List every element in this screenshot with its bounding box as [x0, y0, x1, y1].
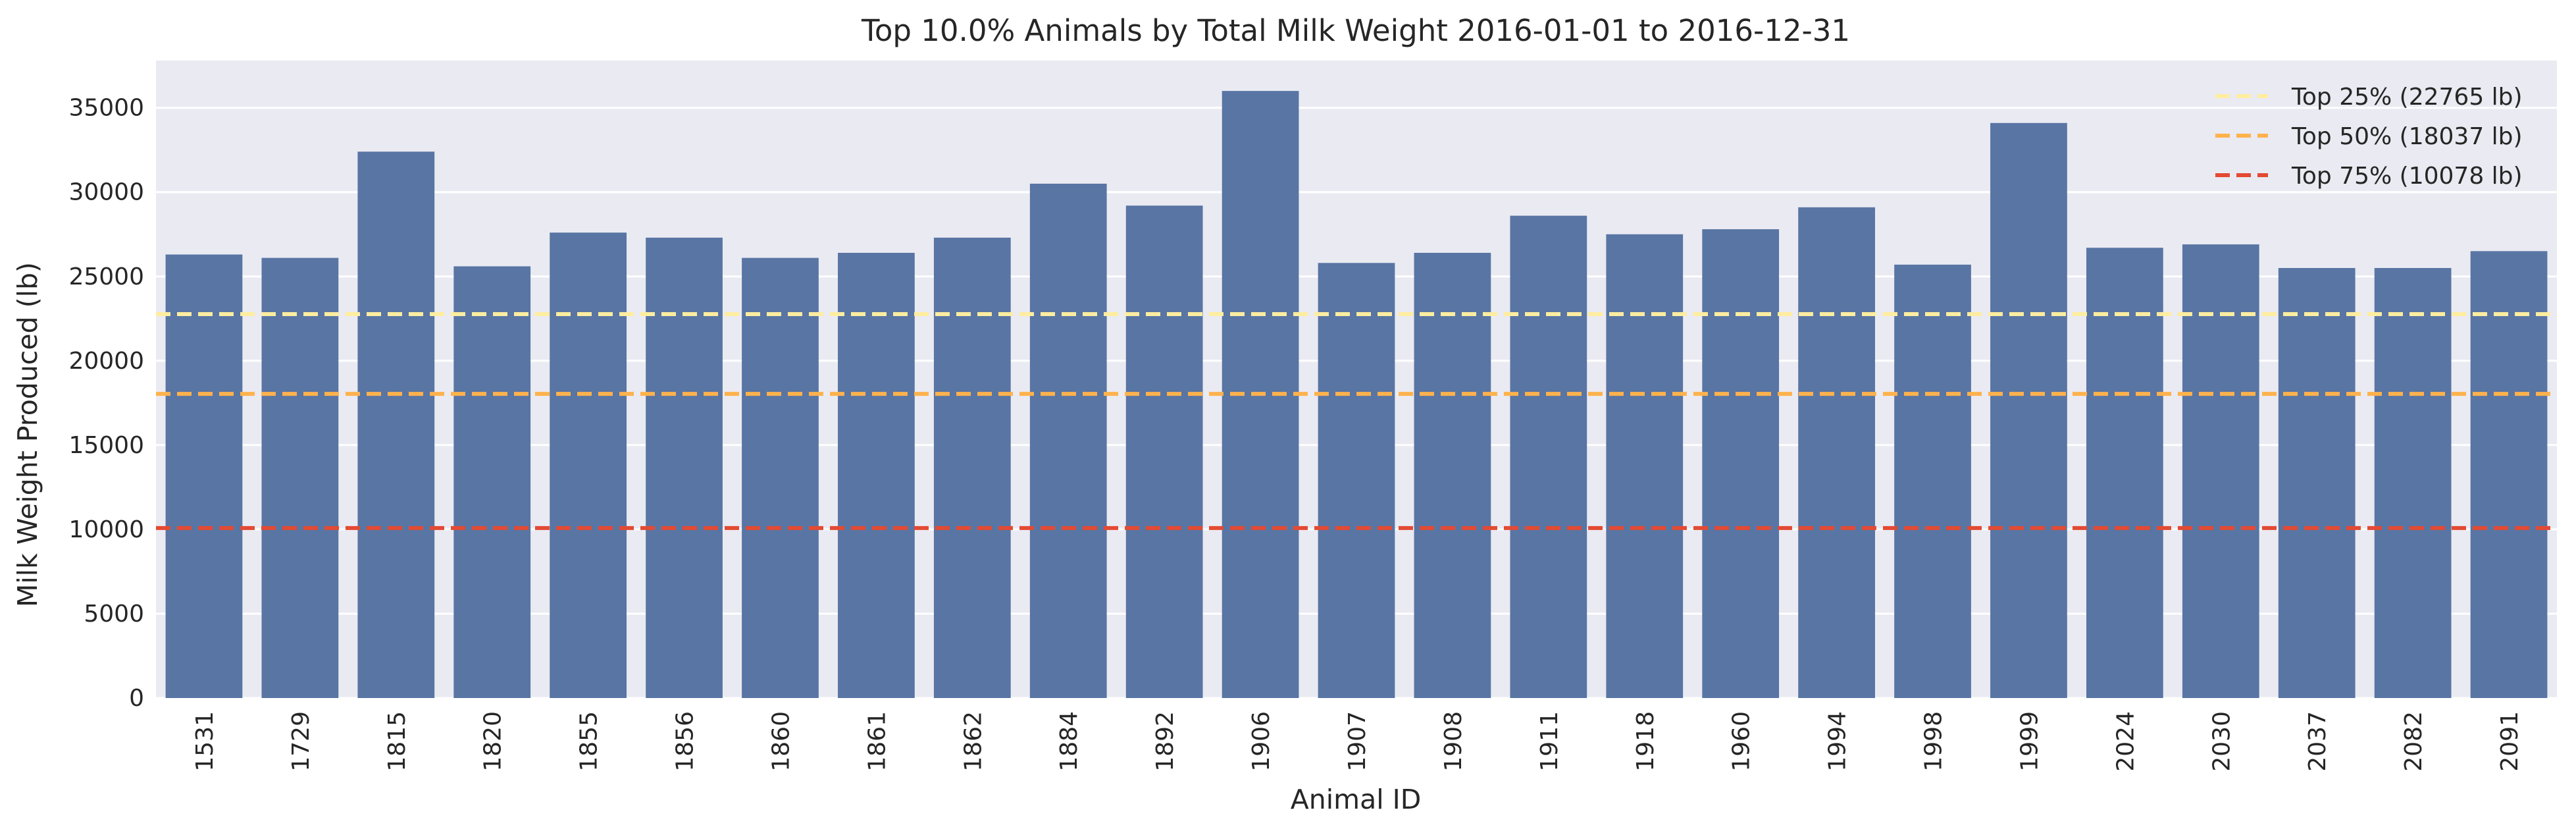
y-tick-label: 35000	[68, 95, 144, 122]
x-axis-label: Animal ID	[1291, 784, 1422, 815]
bar-1855	[550, 232, 627, 698]
x-tick-label: 1960	[1728, 711, 1755, 772]
bar-2024	[2086, 248, 2163, 698]
bar-1999	[1990, 122, 2067, 698]
x-tick-label: 1884	[1056, 711, 1083, 772]
x-tick-label: 2082	[2400, 711, 2427, 772]
legend-label-1: Top 25% (22765 lb)	[2291, 84, 2523, 111]
y-tick-label: 25000	[68, 263, 144, 290]
bar-1907	[1318, 263, 1395, 698]
x-axis-ticks: 1531 1729 1815 1820 1855 1856 1860 1861 1862 1884…	[192, 711, 2523, 772]
bar-1892	[1125, 205, 1203, 699]
bar-1531	[165, 254, 243, 699]
bar-1856	[646, 237, 723, 698]
legend-label-3: Top 75% (10078 lb)	[2291, 163, 2523, 190]
x-tick-label: 1908	[1440, 711, 1467, 772]
x-tick-label: 1907	[1344, 711, 1371, 772]
x-tick-label: 1860	[767, 711, 794, 772]
y-tick-label: 30000	[68, 179, 144, 206]
x-tick-label: 1531	[192, 711, 219, 772]
bar-2091	[2470, 251, 2548, 698]
x-tick-label: 1862	[960, 711, 987, 772]
x-tick-label: 1994	[1824, 711, 1851, 772]
x-tick-label: 1998	[1920, 711, 1947, 772]
bar-1908	[1414, 252, 1491, 698]
y-axis-ticks: 0 5000 10000 15000 20000 25000 30000 35000	[68, 95, 144, 712]
bar-2037	[2278, 267, 2356, 698]
bar-1911	[1510, 215, 1587, 698]
bar-1861	[838, 252, 915, 698]
x-tick-label: 2037	[2304, 711, 2331, 772]
x-tick-label: 1729	[288, 711, 315, 772]
bar-1960	[1702, 229, 1780, 698]
bar-1815	[357, 151, 435, 699]
y-tick-label: 20000	[68, 348, 144, 375]
y-tick-label: 5000	[84, 601, 144, 628]
legend-label-2: Top 50% (18037 lb)	[2291, 123, 2523, 150]
y-tick-label: 10000	[68, 516, 144, 543]
y-tick-label: 0	[129, 685, 144, 712]
bar-1860	[742, 257, 819, 699]
reference-lines-group	[156, 312, 2557, 530]
y-tick-label: 15000	[68, 432, 144, 459]
bar-1918	[1606, 234, 1684, 698]
x-tick-label: 1861	[863, 711, 890, 772]
x-tick-label: 2030	[2208, 711, 2235, 772]
bar-1998	[1894, 264, 1971, 698]
x-tick-label: 1855	[576, 711, 603, 772]
x-tick-label: 1820	[480, 711, 507, 772]
x-tick-label: 1906	[1248, 711, 1275, 772]
bar-1994	[1798, 207, 1875, 698]
x-tick-label: 2024	[2112, 711, 2139, 772]
x-tick-label: 2091	[2496, 711, 2523, 772]
bars-group	[165, 91, 2548, 699]
bar-2082	[2374, 267, 2452, 698]
bar-1820	[453, 266, 531, 698]
y-axis-label: Milk Weight Produced (lb)	[12, 262, 43, 607]
legend: Top 25% (22765 lb) Top 50% (18037 lb) Top …	[2215, 84, 2523, 190]
x-tick-label: 1856	[672, 711, 699, 772]
x-tick-label: 1911	[1536, 711, 1563, 772]
bar-1884	[1029, 183, 1107, 699]
x-tick-label: 1815	[384, 711, 411, 772]
bar-1862	[933, 237, 1011, 698]
x-tick-label: 1999	[2016, 711, 2043, 772]
bar-2030	[2182, 244, 2259, 698]
x-tick-label: 1892	[1152, 711, 1179, 772]
x-tick-label: 1918	[1632, 711, 1659, 772]
bar-1729	[261, 257, 339, 699]
chart-title: Top 10.0% Animals by Total Milk Weight 2…	[861, 13, 1850, 48]
